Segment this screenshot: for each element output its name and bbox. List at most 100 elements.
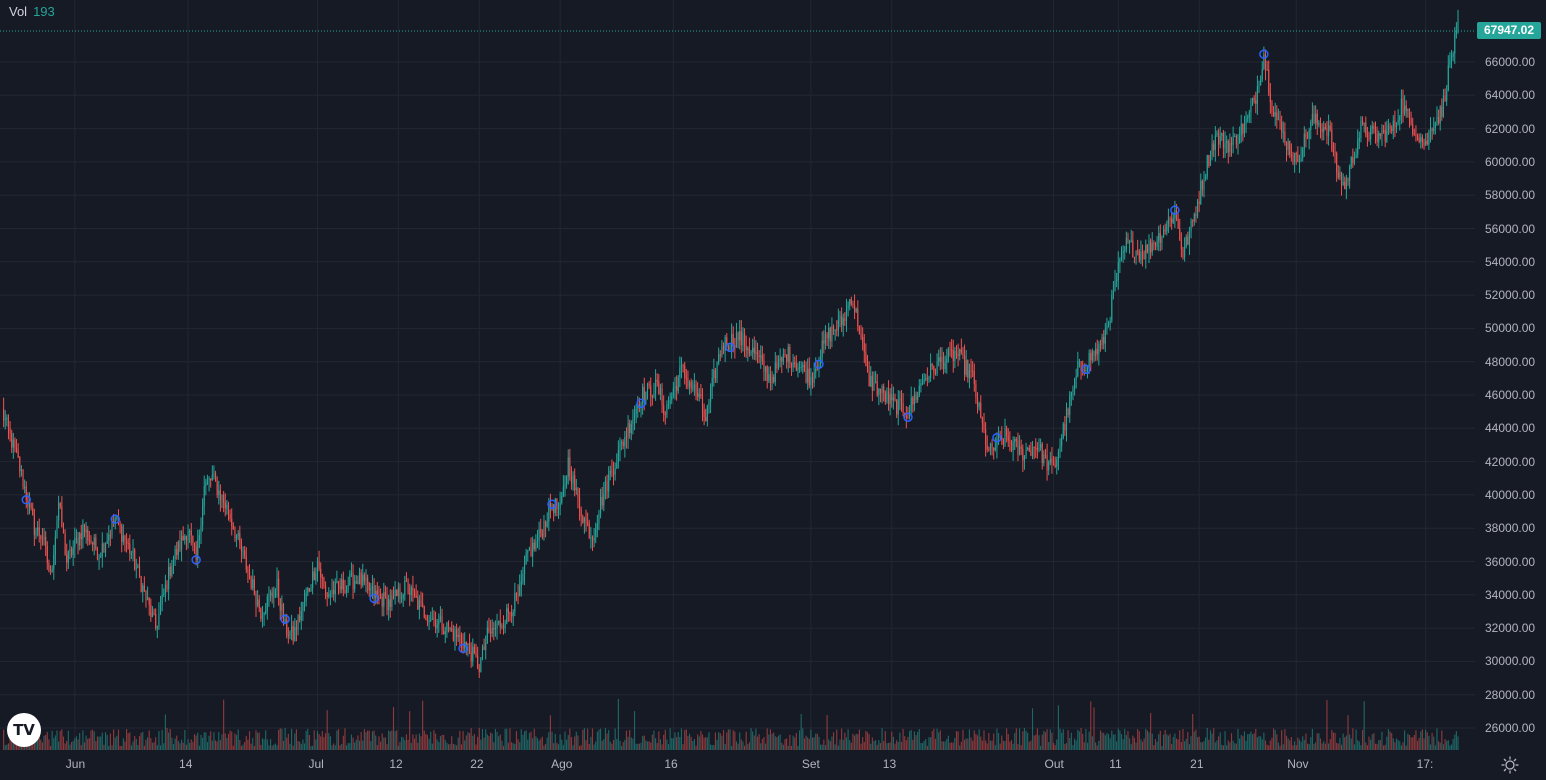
volume-bar (329, 736, 331, 750)
candle-body (1057, 451, 1059, 460)
candle-body (933, 365, 935, 372)
volume-bar (236, 735, 238, 750)
volume-bar (148, 730, 150, 750)
candle-body (153, 612, 155, 615)
candle-body (697, 392, 699, 397)
volume-bar (1429, 744, 1432, 750)
volume-bar (367, 730, 369, 750)
candle-body (174, 549, 176, 560)
candle-body (1172, 218, 1174, 223)
volume-bar (491, 733, 493, 750)
price-tick-label: 38000.00 (1485, 521, 1536, 536)
candle-body (724, 337, 726, 351)
candle-body (1158, 232, 1160, 241)
price-axis[interactable]: 26000.00 28000.00 30000.00 32000.00 34000.00… (1475, 0, 1546, 750)
candle-body (226, 504, 228, 509)
candle-body (1075, 375, 1077, 379)
volume-bar (920, 743, 922, 750)
candle-body (134, 549, 136, 569)
volume-bar (1381, 731, 1383, 750)
candle-body (596, 523, 598, 530)
volume-bar (147, 737, 149, 750)
candle-body (556, 498, 558, 510)
volume-bar (504, 728, 506, 750)
volume-bar (734, 731, 736, 750)
candle-body (1256, 86, 1258, 104)
candle-body (1028, 448, 1030, 451)
volume-bar (1116, 741, 1118, 750)
volume-bar (997, 732, 1000, 750)
volume-bar (1041, 734, 1043, 750)
candle-body (92, 542, 94, 545)
candle-body (444, 631, 446, 635)
volume-bar (1025, 730, 1027, 750)
candle-body (307, 588, 309, 593)
volume-bar (64, 743, 66, 750)
candle-body (1035, 447, 1037, 449)
candle-body (928, 377, 930, 380)
volume-bar (1133, 737, 1136, 750)
volume-bar (312, 745, 314, 750)
volume-bar (231, 731, 233, 750)
candle-body (920, 383, 922, 386)
volume-bar (41, 742, 44, 750)
candle-body (95, 537, 97, 550)
candle-body (1162, 229, 1165, 237)
candle-body (781, 357, 783, 362)
candle-body (206, 479, 209, 483)
volume-bar (214, 740, 217, 750)
candle-body (1038, 447, 1040, 451)
volume-bar (465, 735, 467, 750)
volume-bar (98, 736, 100, 750)
volume-bar (337, 729, 340, 750)
volume-bar (389, 731, 391, 750)
candle-body (491, 628, 493, 634)
candle-body (24, 486, 26, 488)
candle-body (640, 403, 642, 407)
volume-bar (612, 739, 615, 750)
candle-body (237, 532, 239, 536)
volume-bar (341, 744, 343, 750)
volume-bar (632, 738, 634, 750)
candle-body (643, 386, 645, 401)
candle-body (274, 589, 276, 597)
candle-body (614, 468, 616, 475)
tradingview-logo[interactable]: TV (7, 713, 41, 747)
candle-body (666, 404, 668, 415)
volume-bar (892, 736, 894, 750)
candle-body (449, 628, 451, 630)
candle-body (913, 394, 915, 405)
volume-bar (891, 731, 893, 750)
candle-body (1049, 458, 1051, 463)
candle-body (1143, 258, 1145, 260)
candle-body (239, 532, 241, 543)
candle-body (291, 626, 293, 632)
price-tick-label: 26000.00 (1485, 721, 1536, 735)
candle-body (677, 377, 679, 392)
candle-body (177, 541, 179, 555)
candle-body (56, 520, 58, 537)
volume-bar (216, 741, 218, 750)
candle-body (667, 403, 670, 405)
gear-icon[interactable] (1500, 755, 1520, 775)
candle-body (955, 351, 958, 354)
volume-bar (1442, 744, 1445, 750)
candle-body (1023, 455, 1026, 461)
time-axis[interactable]: Jun 14 Jul 12 22 Ago 16 Set 13 Out 11 21 Nov 17: (0, 750, 1475, 778)
volume-bar (422, 700, 424, 750)
candle-body (1111, 294, 1113, 321)
event-marker (725, 342, 735, 353)
candle-body (1292, 155, 1294, 163)
candle-body (33, 515, 35, 536)
candle-body (401, 598, 403, 600)
volume-bar (931, 731, 933, 750)
volume-bar (533, 728, 535, 750)
price-chart[interactable]: Vol 193 TV (0, 0, 1475, 750)
volume-bar (942, 741, 945, 750)
volume-bar (1159, 730, 1161, 750)
volume-bar (988, 733, 990, 750)
candle-body (1311, 113, 1313, 122)
volume-bar (1010, 740, 1013, 750)
volume-bar (485, 729, 487, 750)
candlestick-plot[interactable] (0, 0, 1475, 750)
